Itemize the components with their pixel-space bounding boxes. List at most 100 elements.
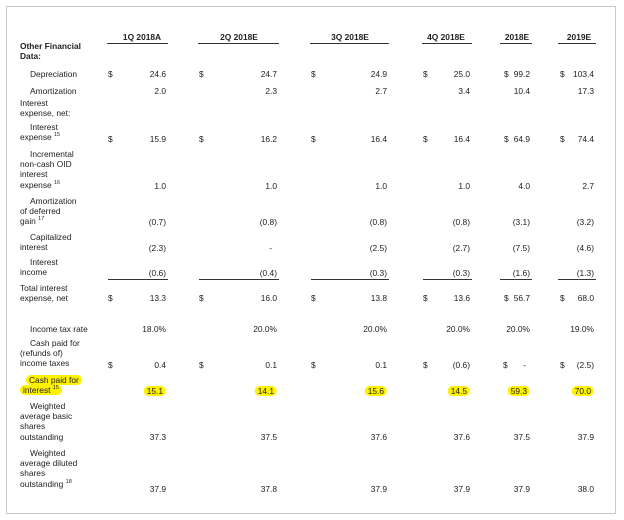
table-cell: 2.7: [582, 181, 594, 191]
row-label: non-cash OID: [20, 159, 72, 170]
table-cell: 37.6: [453, 432, 470, 442]
table-cell: 20.0%: [253, 324, 277, 334]
dollar-sign: $: [504, 69, 509, 79]
table-cell: 16.0: [260, 293, 277, 303]
total-rule: [311, 279, 389, 280]
footnote-marker: 16: [54, 179, 61, 186]
table-cell: 0.1: [375, 360, 387, 370]
column-header: 1Q 2018A: [122, 32, 162, 42]
table-cell: 37.9: [577, 432, 594, 442]
total-rule: [500, 279, 532, 280]
table-cell: (0.8): [452, 217, 470, 227]
table-cell: 15.6: [364, 386, 387, 397]
table-cell: 19.0%: [570, 324, 594, 334]
table-cell: (3.2): [576, 217, 594, 227]
column-header: 2019E: [566, 32, 592, 42]
dollar-sign: $: [199, 69, 204, 79]
table-cell: 70.0: [571, 386, 594, 397]
table-cell: 37.5: [513, 432, 530, 442]
dollar-sign: $: [560, 360, 565, 370]
table-cell: 24.9: [370, 69, 387, 79]
table-cell: 20.0%: [506, 324, 530, 334]
dollar-sign: $: [199, 134, 204, 144]
table-cell: 37.5: [260, 432, 277, 442]
table-cell: (0.8): [259, 217, 277, 227]
table-cell: 24.7: [260, 69, 277, 79]
table-cell: 1.0: [154, 181, 166, 191]
table-cell: 13.6: [453, 293, 470, 303]
row-label: Amortization: [30, 196, 77, 206]
table-cell: 56.7: [513, 293, 530, 303]
table-cell: (0.4): [259, 268, 277, 278]
table-cell: 20.0%: [446, 324, 470, 334]
dollar-sign: $: [311, 293, 316, 303]
header-underline: [107, 43, 168, 44]
table-cell: 16.4: [370, 134, 387, 144]
dollar-sign: $: [423, 134, 428, 144]
row-label: Interest: [20, 98, 48, 108]
table-cell: 14.5: [447, 386, 470, 397]
table-cell: 25.0: [453, 69, 470, 79]
table-cell: 37.9: [149, 484, 166, 494]
dollar-sign: $: [108, 134, 113, 144]
dollar-sign: $: [311, 69, 316, 79]
table-cell: 13.8: [370, 293, 387, 303]
dollar-sign: $: [108, 360, 113, 370]
table-cell: 38.0: [577, 484, 594, 494]
table-cell: 16.4: [453, 134, 470, 144]
table-cell: (2.3): [148, 243, 166, 253]
table-cell: 1.0: [375, 181, 387, 191]
row-label: income: [20, 267, 47, 278]
row-label: expense 15: [20, 132, 61, 143]
table-cell: 16.2: [260, 134, 277, 144]
footnote-marker: 18: [65, 478, 72, 485]
row-label: Weighted: [30, 401, 66, 411]
dollar-sign: $: [560, 293, 565, 303]
row-label: Interest: [30, 257, 58, 267]
total-rule: [108, 279, 168, 280]
table-cell: 0.1: [265, 360, 277, 370]
dollar-sign: $: [503, 360, 508, 370]
row-label: shares: [20, 421, 46, 432]
row-label: Incremental: [30, 149, 74, 159]
header-underline: [558, 43, 596, 44]
table-cell: 103.4: [573, 69, 594, 79]
row-label: Total interest: [20, 283, 68, 293]
row-label: Amortization: [30, 86, 77, 96]
row-label: outstanding 18: [20, 478, 72, 489]
section-title: Other Financial: [20, 41, 81, 51]
row-label: average diluted: [20, 458, 78, 469]
footnote-marker: 15: [54, 132, 61, 139]
dollar-sign: $: [504, 134, 509, 144]
table-cell: (7.5): [512, 243, 530, 253]
table-cell: 14.1: [254, 386, 277, 397]
row-label: income taxes: [20, 358, 70, 369]
table-cell: (0.6): [148, 268, 166, 278]
row-label: Weighted: [30, 448, 66, 458]
dollar-sign: $: [108, 69, 113, 79]
table-cell: (3.1): [512, 217, 530, 227]
table-cell: (2.5): [369, 243, 387, 253]
row-label: interest: [20, 169, 48, 180]
dollar-sign: $: [504, 293, 509, 303]
table-cell: 64.9: [513, 134, 530, 144]
row-label: Income tax rate: [30, 324, 88, 334]
row-label: shares: [20, 468, 46, 479]
table-cell: 24.6: [149, 69, 166, 79]
dollar-sign: $: [560, 134, 565, 144]
table-cell: 4.0: [518, 181, 530, 191]
column-header: 2018E: [504, 32, 530, 42]
table-cell: 15.1: [143, 386, 166, 397]
table-cell: 74.4: [577, 134, 594, 144]
total-rule: [199, 279, 279, 280]
table-cell: 1.0: [458, 181, 470, 191]
table-cell: (2.5): [576, 360, 594, 370]
table-frame: [6, 6, 616, 514]
row-label: outstanding: [20, 431, 64, 442]
table-cell: (0.3): [369, 268, 387, 278]
table-cell: 37.6: [370, 432, 387, 442]
table-cell: (0.7): [148, 217, 166, 227]
header-underline: [422, 43, 472, 44]
row-label: Cash paid for: [30, 338, 80, 348]
table-cell: 68.0: [577, 293, 594, 303]
